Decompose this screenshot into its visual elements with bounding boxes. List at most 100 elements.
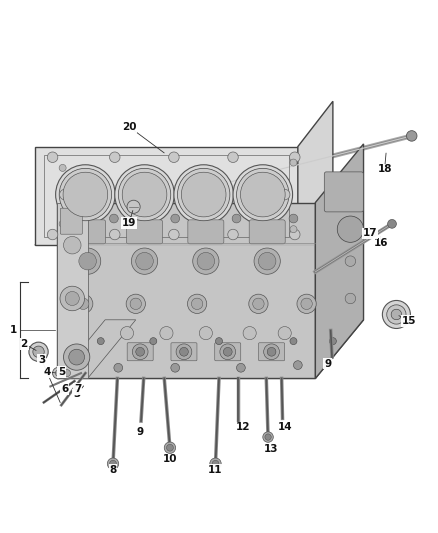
Text: 16: 16 — [374, 238, 389, 247]
Circle shape — [237, 168, 289, 221]
FancyBboxPatch shape — [127, 343, 153, 361]
Text: 14: 14 — [277, 423, 292, 432]
Circle shape — [110, 214, 118, 223]
Circle shape — [199, 327, 212, 340]
FancyBboxPatch shape — [258, 343, 285, 361]
Text: 18: 18 — [377, 165, 392, 174]
Text: 3: 3 — [73, 390, 80, 399]
Circle shape — [97, 337, 104, 345]
Circle shape — [267, 348, 276, 356]
Circle shape — [122, 172, 167, 217]
Circle shape — [290, 159, 297, 166]
Circle shape — [289, 214, 298, 223]
Polygon shape — [35, 147, 298, 245]
Circle shape — [150, 337, 157, 345]
Circle shape — [126, 294, 145, 313]
Text: 20: 20 — [122, 122, 137, 132]
Circle shape — [169, 229, 179, 240]
Polygon shape — [57, 203, 88, 378]
Text: 10: 10 — [162, 455, 177, 464]
Circle shape — [263, 432, 273, 442]
Circle shape — [297, 294, 316, 313]
Circle shape — [279, 189, 290, 200]
Circle shape — [193, 248, 219, 274]
Circle shape — [131, 248, 158, 274]
Circle shape — [240, 172, 285, 217]
Text: 9: 9 — [137, 427, 144, 437]
FancyBboxPatch shape — [60, 208, 82, 234]
Circle shape — [78, 298, 89, 310]
Circle shape — [264, 344, 279, 360]
Circle shape — [181, 172, 226, 217]
Circle shape — [59, 220, 66, 228]
Circle shape — [56, 165, 115, 224]
Circle shape — [166, 445, 173, 451]
Circle shape — [107, 458, 119, 470]
Circle shape — [265, 434, 271, 440]
Circle shape — [53, 367, 64, 379]
Circle shape — [60, 189, 70, 200]
Circle shape — [69, 349, 85, 365]
Text: 7: 7 — [74, 384, 81, 394]
Circle shape — [115, 165, 174, 224]
Circle shape — [293, 361, 302, 369]
Circle shape — [29, 342, 48, 361]
Circle shape — [329, 337, 336, 345]
Circle shape — [301, 298, 312, 310]
Circle shape — [118, 168, 171, 221]
Text: 3: 3 — [38, 355, 45, 365]
Circle shape — [187, 294, 207, 313]
Text: 8: 8 — [110, 465, 117, 475]
Circle shape — [64, 237, 81, 254]
Circle shape — [278, 327, 291, 340]
Circle shape — [337, 216, 364, 243]
Circle shape — [66, 214, 74, 223]
Circle shape — [130, 298, 141, 310]
FancyBboxPatch shape — [188, 220, 224, 244]
Circle shape — [59, 164, 66, 172]
Circle shape — [63, 172, 108, 217]
Circle shape — [174, 165, 233, 224]
Circle shape — [243, 327, 256, 340]
Polygon shape — [57, 320, 364, 378]
Circle shape — [220, 344, 236, 360]
Text: 4: 4 — [44, 367, 51, 377]
Circle shape — [55, 370, 61, 376]
Circle shape — [345, 256, 356, 266]
Polygon shape — [57, 203, 315, 378]
Circle shape — [171, 214, 180, 223]
FancyBboxPatch shape — [70, 220, 106, 244]
Polygon shape — [57, 320, 136, 378]
Circle shape — [290, 229, 300, 240]
Circle shape — [290, 225, 297, 233]
Circle shape — [237, 364, 245, 372]
Circle shape — [233, 165, 293, 224]
Circle shape — [171, 364, 180, 372]
Circle shape — [290, 152, 300, 163]
Polygon shape — [298, 101, 333, 245]
Polygon shape — [35, 200, 333, 245]
Circle shape — [114, 364, 123, 372]
FancyBboxPatch shape — [249, 220, 285, 244]
Circle shape — [254, 248, 280, 274]
Circle shape — [388, 220, 396, 228]
Circle shape — [191, 298, 203, 310]
Circle shape — [160, 327, 173, 340]
Text: 2: 2 — [21, 339, 28, 349]
Circle shape — [132, 344, 148, 360]
Circle shape — [382, 301, 410, 328]
Circle shape — [387, 305, 406, 324]
Circle shape — [210, 458, 221, 470]
Text: 11: 11 — [207, 465, 222, 475]
Circle shape — [136, 253, 153, 270]
FancyBboxPatch shape — [324, 172, 363, 212]
Circle shape — [65, 292, 79, 305]
Circle shape — [79, 253, 96, 270]
Circle shape — [110, 461, 117, 467]
Circle shape — [110, 229, 120, 240]
Circle shape — [253, 298, 264, 310]
Circle shape — [47, 229, 58, 240]
Circle shape — [177, 168, 230, 221]
Text: 19: 19 — [122, 218, 136, 228]
Text: 12: 12 — [236, 423, 251, 432]
